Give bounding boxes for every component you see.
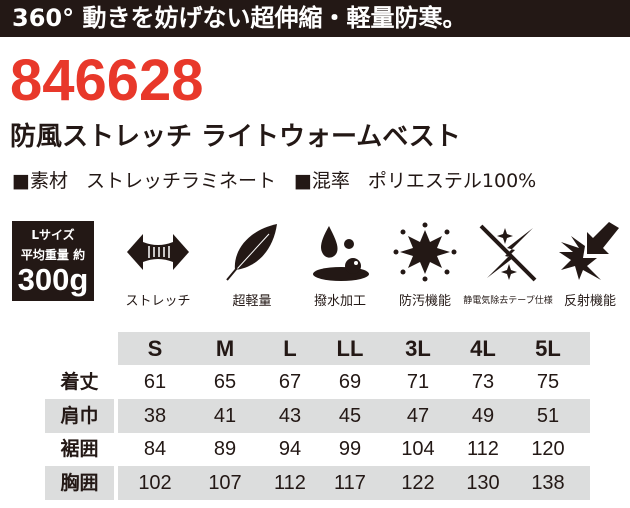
feature-stretch: ストレッチ	[113, 222, 203, 309]
table-cell: 65	[213, 371, 237, 393]
table-cell: 117	[334, 472, 366, 494]
row-label: 裾囲	[60, 438, 99, 460]
row-label: 胸囲	[45, 466, 114, 500]
table-cell: 99	[338, 438, 362, 460]
table-cell: 89	[213, 438, 237, 460]
table-cell: 84	[143, 438, 167, 460]
table-row: 裾囲 84 89 94 99 104 112 120	[0, 432, 630, 466]
row-values: 38 41 43 45 47 49 51	[118, 399, 590, 433]
table-cell: 45	[338, 405, 362, 427]
table-row: 胸囲 102 107 112 117 122 130 138	[0, 466, 630, 500]
table-cell: 112	[467, 438, 499, 460]
feature-water-repellent: 撥水加工	[295, 222, 385, 309]
row-values: 61 65 67 69 71 73 75	[118, 365, 590, 399]
weight-label: 平均重量 約	[20, 248, 86, 262]
row-label: 着丈	[60, 371, 99, 393]
reflect-icon	[559, 222, 619, 280]
table-cell: 138	[531, 472, 565, 494]
size-header-5L: 5L	[535, 336, 561, 361]
table-cell: 107	[208, 472, 242, 494]
size-header-3L: 3L	[405, 336, 431, 361]
feature-label: ストレッチ	[125, 294, 191, 309]
feature-lightweight: 超軽量	[207, 222, 297, 309]
table-cell: 61	[143, 371, 167, 393]
feature-stain-resist: 防汚機能	[380, 222, 470, 309]
product-name: 防風ストレッチ ライトウォームベスト	[10, 122, 461, 152]
size-header-L: L	[283, 336, 297, 361]
feature-label: 撥水加工	[313, 294, 366, 309]
size-header-M: M	[215, 336, 235, 361]
feature-label: 反射機能	[563, 294, 616, 309]
table-cell: 69	[338, 371, 362, 393]
table-cell: 41	[213, 405, 237, 427]
feather-icon	[226, 224, 277, 281]
row-values: 84 89 94 99 104 112 120	[118, 432, 590, 466]
size-header-row: S M L LL 3L 4L 5L	[118, 332, 590, 365]
blend-label: ■混率	[293, 170, 350, 192]
feature-label: 超軽量	[232, 294, 272, 309]
table-cell: 104	[401, 438, 435, 460]
feature-label: 防汚機能	[398, 294, 451, 309]
row-values: 102 107 112 117 122 130 138	[118, 466, 590, 500]
table-cell: 49	[471, 405, 495, 427]
material-label: ■素材	[12, 170, 68, 192]
table-cell: 51	[536, 405, 560, 427]
stain-resist-icon	[393, 222, 457, 282]
feature-antistatic: 静電気除去テープ仕様	[463, 222, 553, 306]
table-cell: 112	[274, 472, 306, 494]
table-cell: 47	[406, 405, 430, 427]
table-cell: 43	[278, 405, 302, 427]
weight-size: Lサイズ	[31, 228, 75, 242]
banner: 360° 動きを妨げない超伸縮・軽量防寒。	[0, 0, 630, 37]
table-cell: 94	[278, 438, 302, 460]
table-cell: 75	[536, 371, 560, 393]
table-row: 着丈 61 65 67 69 71 73 75	[0, 365, 630, 399]
stretch-arrows-icon	[127, 234, 189, 270]
feature-reflective: 反射機能	[545, 222, 630, 309]
size-header-4L: 4L	[470, 336, 496, 361]
size-header-LL: LL	[336, 336, 364, 361]
feature-label: 静電気除去テープ仕様	[463, 296, 553, 306]
table-cell: 73	[471, 371, 495, 393]
product-code: 846628	[10, 48, 204, 113]
table-cell: 67	[278, 371, 302, 393]
weight-box: Lサイズ 平均重量 約 300g	[12, 221, 94, 301]
table-cell: 122	[401, 472, 435, 494]
weight-value: 300g	[17, 262, 89, 297]
table-cell: 130	[466, 472, 500, 494]
water-drop-icon	[313, 226, 369, 281]
table-cell: 38	[143, 405, 167, 427]
spec-line: ■素材 ストレッチラミネート ■混率 ポリエステル100%	[12, 166, 554, 193]
antistatic-icon	[479, 224, 537, 282]
material: ストレッチラミネート	[85, 170, 276, 192]
table-row: 肩巾 38 41 43 45 47 49 51	[0, 399, 630, 433]
table-cell: 120	[531, 438, 565, 460]
table-cell: 71	[406, 371, 430, 393]
blend: ポリエステル100%	[367, 170, 537, 192]
table-cell: 102	[138, 472, 172, 494]
size-header-S: S	[147, 336, 163, 361]
row-label: 肩巾	[45, 399, 114, 433]
